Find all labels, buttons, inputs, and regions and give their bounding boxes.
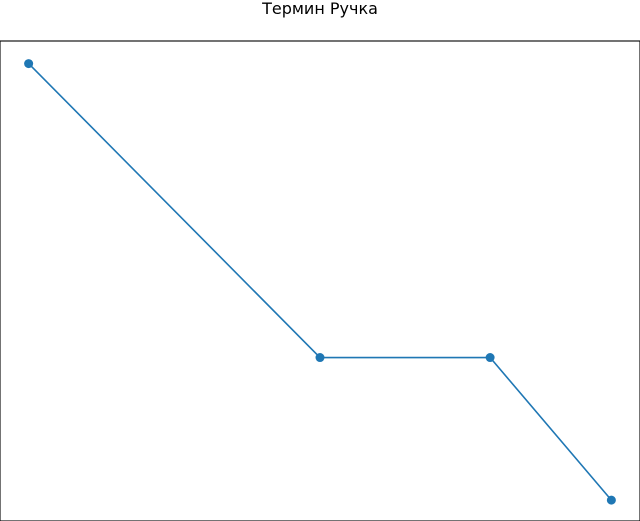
data-point-0-3: [606, 495, 616, 505]
data-point-0-1: [315, 353, 325, 363]
series-line-0: [27, 62, 613, 501]
chart-title: Термин Ручка: [261, 0, 378, 18]
data-point-0-0: [24, 59, 34, 69]
data-point-0-2: [485, 353, 495, 363]
series-layer: [24, 59, 616, 505]
plot-area-frame: [0, 40, 640, 521]
